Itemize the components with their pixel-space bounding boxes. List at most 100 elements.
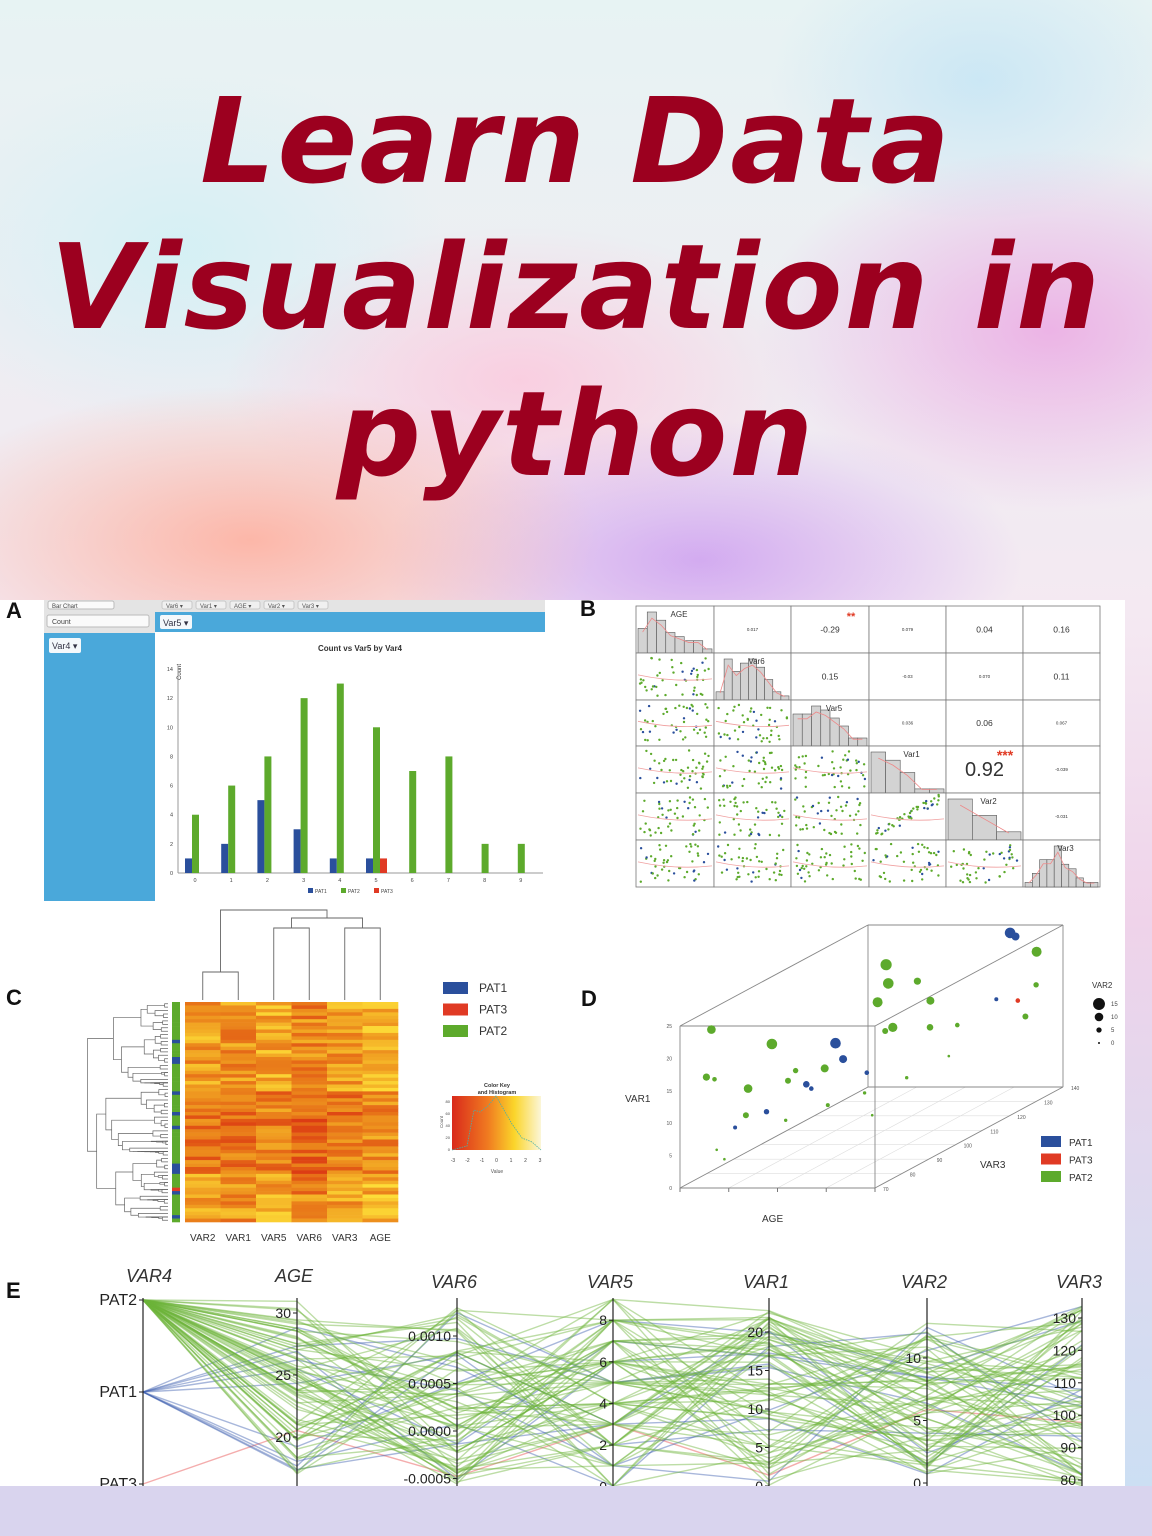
correlation-value: 0.11 xyxy=(1054,671,1070,681)
legend-swatch-pat2 xyxy=(341,888,346,893)
heatmap-cell xyxy=(220,1087,257,1092)
heatmap-cell xyxy=(362,1187,399,1192)
variable-button[interactable] xyxy=(161,600,193,610)
color-key-ylabel: Count xyxy=(439,1115,444,1128)
panel-c-label: C xyxy=(6,985,22,1010)
scatter-point xyxy=(670,829,673,832)
heatmap-cell xyxy=(327,1170,363,1175)
scatter-point xyxy=(755,807,758,810)
scatter-point xyxy=(805,859,809,862)
row-group-strip xyxy=(172,1008,180,1013)
row-group-strip xyxy=(172,1067,180,1072)
heatmap-cell xyxy=(327,1146,363,1151)
point-pat1 xyxy=(839,1055,848,1064)
heatmap-cell xyxy=(327,1094,363,1099)
scatter-point xyxy=(840,823,843,826)
heatmap-cell xyxy=(185,1022,221,1027)
legend-swatch-pat1 xyxy=(308,888,313,893)
scatter-point xyxy=(741,856,745,860)
title-line-3: python xyxy=(336,365,816,503)
row-group-strip xyxy=(172,1204,180,1209)
scatter-point xyxy=(701,765,705,768)
scatter-point xyxy=(653,759,656,762)
scatter-point xyxy=(739,829,742,832)
correlation-value: 0.017 xyxy=(747,627,759,632)
scatter-point xyxy=(923,806,926,810)
heatmap-cell xyxy=(291,1129,328,1133)
significance-stars: ** xyxy=(847,611,856,623)
variable-button[interactable] xyxy=(263,600,295,610)
row-dendrogram-branch xyxy=(160,1048,168,1053)
x-tick-label: 4 xyxy=(338,878,341,884)
heatmap-cell xyxy=(291,1173,328,1178)
scatter-point xyxy=(644,822,647,825)
heatmap-cell xyxy=(362,1015,399,1020)
heatmap-cell xyxy=(256,1204,292,1209)
scatter-point xyxy=(794,798,797,801)
heatmap-cell xyxy=(220,1208,257,1212)
matrix-cell xyxy=(945,652,1024,701)
scatter-point xyxy=(682,717,686,720)
scatter-point xyxy=(898,816,902,819)
scatter-point xyxy=(698,829,701,832)
group-variable-chip[interactable] xyxy=(49,638,81,653)
measure-select[interactable] xyxy=(46,614,150,628)
group-variable-label: Var4 ▾ xyxy=(52,641,78,651)
scatter-point xyxy=(831,877,834,881)
heatmap-cell xyxy=(220,1098,257,1102)
correlation-value: 0.070 xyxy=(979,674,991,679)
smooth-line xyxy=(947,861,1022,868)
scatter-point xyxy=(741,730,745,734)
scatter-point xyxy=(808,853,811,856)
scatter-point xyxy=(930,800,933,803)
scatter-point xyxy=(664,757,667,761)
color-key-ytick: 80 xyxy=(446,1099,451,1104)
scatter-point xyxy=(952,850,955,853)
scatter-point xyxy=(839,780,843,783)
d-ytick: 0 xyxy=(669,1186,672,1192)
row-dendrogram-branch xyxy=(111,1119,155,1140)
heatmap-cell xyxy=(185,1197,221,1202)
variable-button[interactable] xyxy=(229,600,261,610)
row-dendrogram-branch xyxy=(162,1020,168,1025)
scatter-point xyxy=(697,854,700,857)
x-tick-label: 8 xyxy=(483,878,486,884)
scatter-point xyxy=(701,767,704,770)
variable-button[interactable] xyxy=(195,600,227,610)
chart-type-select[interactable] xyxy=(47,600,115,610)
heatmap-cell xyxy=(256,1160,292,1164)
row-group-strip xyxy=(172,1184,180,1188)
scatter-point xyxy=(879,860,882,863)
variable-button-label: Var3 ▾ xyxy=(302,604,319,610)
scatter-point xyxy=(844,754,847,757)
scatter-point xyxy=(912,807,915,810)
scatter-point xyxy=(921,872,924,876)
row-dendrogram-branch xyxy=(159,1065,168,1070)
scatter-point xyxy=(757,782,760,785)
heatmap-cell xyxy=(362,1002,399,1006)
row-group-strip xyxy=(172,1039,180,1044)
heatmap-cell xyxy=(185,1118,221,1123)
scatter-point xyxy=(688,850,691,853)
scatter-point xyxy=(658,762,661,765)
scatter-point xyxy=(806,851,809,855)
heatmap-cell xyxy=(362,1122,399,1127)
heatmap-cell xyxy=(362,1167,399,1171)
scatter-point xyxy=(858,877,861,881)
scatter-point xyxy=(935,853,938,857)
scatter-point xyxy=(758,761,761,765)
scatter-point xyxy=(831,750,834,753)
color-key-ytick: 60 xyxy=(446,1111,451,1116)
heatmap-cell xyxy=(220,1167,257,1171)
row-dendrogram-branch xyxy=(160,1041,168,1046)
heatmap-cell xyxy=(185,1091,221,1096)
variable-name: Var2 xyxy=(980,797,997,806)
variable-button[interactable] xyxy=(297,600,329,610)
scatter-point xyxy=(725,868,729,871)
scatter-point xyxy=(742,801,745,804)
scatter-point xyxy=(746,718,749,721)
scatter-point xyxy=(697,873,700,876)
x-variable-chip[interactable] xyxy=(160,615,192,629)
scatter-point xyxy=(777,767,781,770)
row-group-strip xyxy=(172,1070,180,1075)
